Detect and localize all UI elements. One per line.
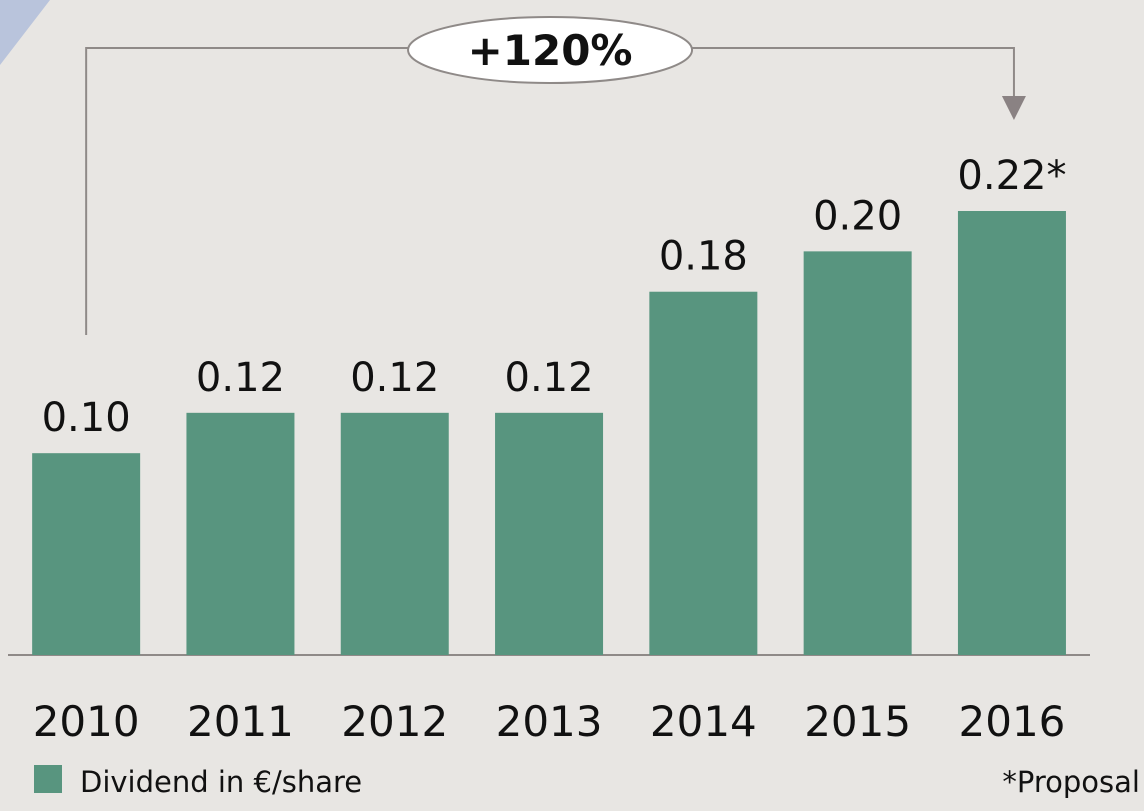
bar bbox=[803, 251, 912, 655]
value-label: 0.12 bbox=[505, 355, 594, 401]
bar bbox=[32, 453, 141, 655]
growth-bubble bbox=[407, 16, 694, 84]
x-tick-label: 2010 bbox=[33, 697, 140, 746]
bar bbox=[957, 211, 1066, 655]
growth-arrow bbox=[1001, 96, 1026, 120]
growth-label: +120% bbox=[468, 26, 633, 75]
value-label: 0.12 bbox=[196, 355, 285, 401]
footnote: *Proposal bbox=[1002, 765, 1140, 799]
bar bbox=[649, 291, 758, 655]
value-label: 0.10 bbox=[42, 395, 131, 441]
value-label: 0.12 bbox=[350, 355, 439, 401]
bar bbox=[186, 412, 295, 655]
value-label: 0.20 bbox=[813, 193, 902, 239]
bar bbox=[340, 412, 449, 655]
x-tick-label: 2011 bbox=[187, 697, 294, 746]
bar bbox=[495, 412, 604, 655]
value-label: 0.18 bbox=[659, 234, 748, 280]
x-tick-label: 2014 bbox=[650, 697, 757, 746]
value-label: 0.22* bbox=[957, 153, 1066, 199]
legend-swatch bbox=[34, 765, 62, 793]
x-tick-label: 2012 bbox=[341, 697, 448, 746]
legend-label: Dividend in €/share bbox=[80, 765, 362, 799]
x-tick-label: 2013 bbox=[496, 697, 603, 746]
x-tick-label: 2016 bbox=[959, 697, 1066, 746]
x-tick-label: 2015 bbox=[804, 697, 911, 746]
corner-decoration bbox=[0, 0, 50, 65]
